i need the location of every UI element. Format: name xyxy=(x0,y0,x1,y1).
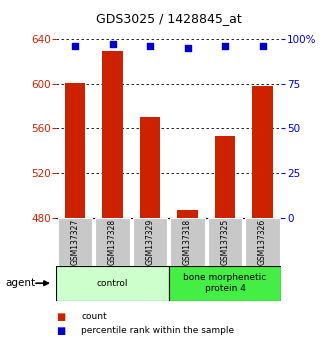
Text: percentile rank within the sample: percentile rank within the sample xyxy=(81,326,234,336)
Text: ■: ■ xyxy=(56,312,66,322)
Bar xyxy=(169,266,281,301)
Bar xyxy=(215,136,235,218)
Bar xyxy=(95,218,130,266)
Text: GSM137327: GSM137327 xyxy=(71,218,79,265)
Text: GSM137328: GSM137328 xyxy=(108,218,117,265)
Point xyxy=(260,43,265,49)
Bar xyxy=(133,218,167,266)
Text: GSM137325: GSM137325 xyxy=(220,218,230,265)
Bar xyxy=(58,218,92,266)
Point xyxy=(222,43,228,49)
Bar xyxy=(252,86,273,218)
Bar xyxy=(102,51,123,218)
Bar xyxy=(140,117,161,218)
Bar xyxy=(65,82,85,218)
Text: ■: ■ xyxy=(56,326,66,336)
Text: control: control xyxy=(97,279,128,288)
Text: bone morphenetic
protein 4: bone morphenetic protein 4 xyxy=(183,274,267,293)
Text: GSM137326: GSM137326 xyxy=(258,218,267,265)
Bar xyxy=(245,218,280,266)
Point xyxy=(110,41,115,47)
Bar xyxy=(177,210,198,218)
Point xyxy=(72,43,78,49)
Text: GSM137329: GSM137329 xyxy=(146,218,155,265)
Bar xyxy=(208,218,242,266)
Bar xyxy=(56,266,169,301)
Point xyxy=(147,43,153,49)
Text: count: count xyxy=(81,312,107,321)
Text: GDS3025 / 1428845_at: GDS3025 / 1428845_at xyxy=(96,12,242,25)
Text: GSM137318: GSM137318 xyxy=(183,218,192,265)
Point xyxy=(185,45,190,51)
Text: agent: agent xyxy=(5,278,35,288)
Bar xyxy=(170,218,205,266)
